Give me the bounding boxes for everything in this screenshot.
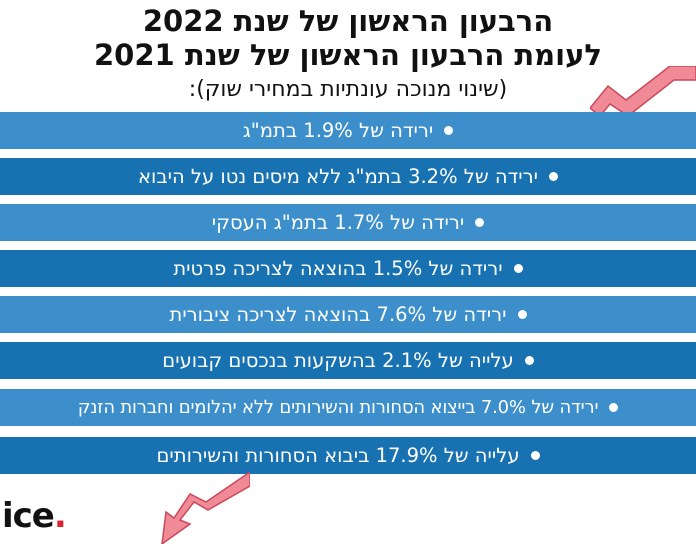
bullet-dot-icon (609, 403, 619, 412)
list-item-text: ירידה של 7.6% בהוצאה לצריכה ציבורית (169, 303, 507, 326)
list-item: ירידה של 7.0% בייצוא הסחורות והשירותים ל… (0, 389, 696, 426)
list-item: ירידה של 1.9% בתמ"ג (0, 112, 696, 149)
page-title: הרבעון הראשון של שנת 2022 לעומת הרבעון ה… (0, 4, 696, 72)
list-item-text: ירידה של 1.5% בהוצאה לצריכה פרטית (173, 257, 503, 280)
down-trend-arrow-icon (161, 472, 250, 544)
list-item: ירידה של 1.7% בתמ"ג העסקי (0, 204, 696, 241)
title-line-2: לעומת הרבעון הראשון של שנת 2021 (94, 38, 602, 72)
bullet-dot-icon (530, 451, 540, 460)
logo-dot: . (53, 496, 67, 536)
list-item: ירידה של 3.2% בתמ"ג ללא מיסים נטו על היב… (0, 158, 696, 195)
down-trend-arrow-icon (590, 66, 696, 116)
bullet-dot-icon (524, 356, 534, 365)
list-item-text: ירידה של 1.9% בתמ"ג (242, 119, 434, 142)
bullet-dot-icon (444, 126, 454, 135)
list-item: עלייה של 2.1% בהשקעות בנכסים קבועים (0, 342, 696, 379)
list-item-text: עלייה של 2.1% בהשקעות בנכסים קבועים (162, 349, 514, 372)
list-item: ירידה של 7.6% בהוצאה לצריכה ציבורית (0, 296, 696, 333)
bullet-dot-icon (549, 172, 559, 181)
list-item-text: ירידה של 7.0% בייצוא הסחורות והשירותים ל… (77, 397, 599, 418)
list-item-text: ירידה של 3.2% בתמ"ג ללא מיסים נטו על היב… (137, 165, 539, 188)
bullet-dot-icon (513, 264, 523, 273)
ice-logo: ice. (2, 496, 67, 536)
logo-text: ice (2, 496, 55, 536)
page-subtitle: (שינוי מנוכה עונתיות במחירי שוק): (188, 77, 508, 102)
list-item-text: ירידה של 1.7% בתמ"ג העסקי (211, 211, 465, 234)
list-item-text: עלייה של 17.9% ביבוא הסחורות והשירותים (156, 444, 520, 467)
title-line-1: הרבעון הראשון של שנת 2022 (142, 4, 554, 38)
bullet-dot-icon (517, 310, 527, 319)
list-item: עלייה של 17.9% ביבוא הסחורות והשירותים (0, 437, 696, 474)
bullet-dot-icon (475, 218, 485, 227)
list-item: ירידה של 1.5% בהוצאה לצריכה פרטית (0, 250, 696, 287)
